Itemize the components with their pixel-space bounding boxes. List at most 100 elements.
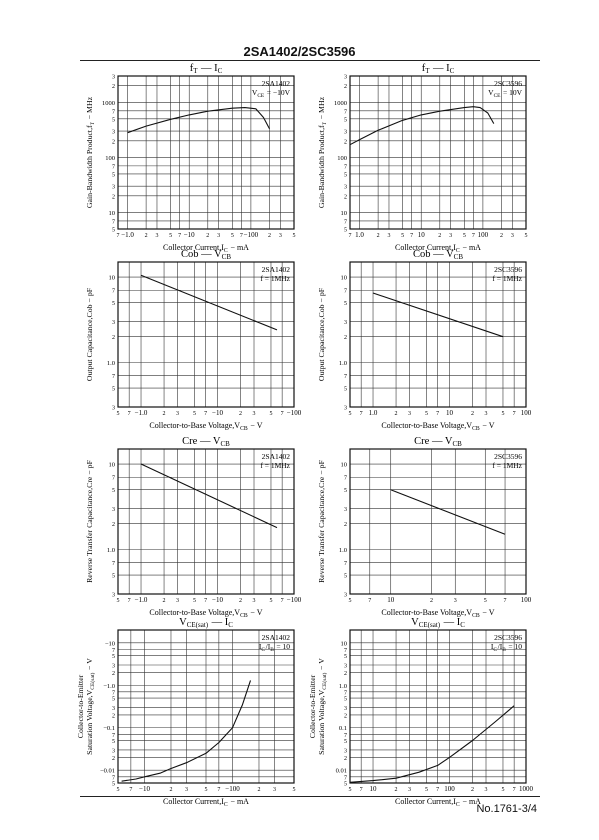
y-minor-tick-label: 5 [344, 739, 347, 745]
x-minor-tick-label: 5 [349, 787, 352, 793]
x-minor-tick-label: 5 [205, 787, 208, 793]
x-minor-tick-label: 2 [438, 233, 441, 239]
x-minor-tick-label: 2 [430, 598, 433, 604]
x-minor-tick-label: 3 [253, 598, 256, 604]
x-axis-label: Collector-to-Base Voltage,VCB − V [149, 421, 262, 432]
y-minor-tick-label: 3 [344, 75, 347, 81]
y-axis-label: Saturation Voltage,VCE(sat) − V [85, 658, 96, 755]
x-minor-tick-label: 5 [293, 233, 296, 239]
y-minor-tick-label: 2 [344, 671, 347, 677]
x-minor-tick-label: 7 [240, 233, 243, 239]
y-minor-tick-label: 2 [344, 335, 347, 341]
grid [118, 262, 294, 407]
x-minor-tick-label: 2 [500, 233, 503, 239]
x-tick-label: −100 [287, 409, 302, 417]
y-minor-tick-label: 2 [344, 84, 347, 90]
y-tick-label: 1.0 [107, 547, 115, 554]
y-minor-tick-label: 5 [344, 387, 347, 393]
plot-frame [349, 261, 527, 408]
x-minor-tick-label: 7 [281, 411, 284, 417]
x-minor-tick-label: 2 [257, 787, 260, 793]
chart-title: Cob — VCB [181, 249, 231, 261]
x-tick-label: 100 [444, 785, 455, 793]
x-minor-tick-label: 7 [204, 411, 207, 417]
y-minor-tick-label: 2 [112, 335, 115, 341]
y-minor-tick-label: 5 [112, 387, 115, 393]
legend-entry: 2SA1402 [262, 265, 291, 274]
x-tick-label: 10 [418, 231, 426, 239]
y-minor-tick-label: 7 [344, 690, 347, 696]
x-minor-tick-label: 2 [268, 233, 271, 239]
y-axis-label: Collector-to-Emitter [308, 674, 317, 738]
y-minor-tick-label: 2 [112, 84, 115, 90]
x-tick-label: 100 [521, 409, 532, 417]
x-minor-tick-label: 2 [471, 411, 474, 417]
x-tick-label: −100 [225, 785, 240, 793]
x-minor-tick-label: 5 [269, 411, 272, 417]
y-minor-tick-label: 7 [344, 775, 347, 781]
y-tick-label: 0.1 [339, 725, 347, 732]
chart-title: Cob — VCB [413, 249, 463, 261]
y-minor-tick-label: 3 [112, 593, 115, 599]
x-minor-tick-label: 2 [239, 411, 242, 417]
y-tick-label: 10 [341, 462, 348, 469]
x-tick-label: −100 [287, 596, 302, 604]
y-minor-tick-label: 3 [112, 185, 115, 191]
y-minor-tick-label: 7 [112, 775, 115, 781]
x-tick-label: 1.0 [355, 231, 364, 239]
x-minor-tick-label: 5 [269, 598, 272, 604]
chart-title: Cre — VCB [182, 436, 230, 448]
x-minor-tick-label: 7 [360, 787, 363, 793]
x-minor-tick-label: 2 [163, 598, 166, 604]
x-minor-tick-label: 5 [525, 233, 528, 239]
y-minor-tick-label: 5 [112, 228, 115, 234]
y-minor-tick-label: 3 [112, 130, 115, 136]
y-tick-label: 10 [341, 275, 348, 282]
y-minor-tick-label: 7 [112, 733, 115, 739]
y-tick-label: 100 [337, 155, 347, 162]
y-minor-tick-label: 3 [344, 663, 347, 669]
x-tick-label: 1.0 [369, 409, 378, 417]
y-tick-label: −0.1 [103, 725, 115, 732]
x-tick-label: −100 [244, 231, 259, 239]
y-minor-tick-label: 5 [112, 739, 115, 745]
y-minor-tick-label: 5 [112, 574, 115, 580]
chart-panel-2: 7 2 3 5 7 2 3 5 7 2 3 51.0 10 10057235723572310100100… [317, 63, 528, 254]
page-number: No.1761-3/4 [476, 803, 537, 815]
x-minor-tick-label: 5 [501, 787, 504, 793]
x-minor-tick-label: 5 [401, 233, 404, 239]
y-minor-tick-label: 3 [344, 130, 347, 136]
x-minor-tick-label: 7 [504, 598, 507, 604]
y-minor-tick-label: 3 [112, 706, 115, 712]
x-minor-tick-label: 7 [129, 787, 132, 793]
x-tick-label: 10 [446, 409, 454, 417]
y-tick-label: 1.0 [339, 683, 347, 690]
y-tick-label: −1.0 [103, 683, 115, 690]
x-minor-tick-label: 7 [128, 411, 131, 417]
y-tick-label: 10 [109, 210, 116, 217]
plot-frame [117, 75, 295, 230]
y-minor-tick-label: 5 [344, 782, 347, 788]
y-axis-label: Output Capacitance,Cob − pF [317, 287, 326, 381]
x-tick-label: −10 [139, 785, 150, 793]
y-tick-label: 1000 [334, 100, 347, 107]
x-minor-tick-label: 3 [485, 787, 488, 793]
x-tick-label: −10 [212, 409, 223, 417]
x-minor-tick-label: 2 [163, 411, 166, 417]
x-minor-tick-label: 5 [425, 411, 428, 417]
y-minor-tick-label: 5 [344, 117, 347, 123]
x-axis-label: Collector-to-Base Voltage,VCB − V [381, 421, 494, 432]
y-minor-tick-label: 2 [112, 139, 115, 145]
y-minor-tick-label: 5 [112, 301, 115, 307]
y-minor-tick-label: 7 [344, 374, 347, 380]
series-line [127, 107, 270, 134]
x-minor-tick-label: 7 [436, 787, 439, 793]
y-minor-tick-label: 3 [344, 706, 347, 712]
y-minor-tick-label: 2 [344, 713, 347, 719]
plot-frame [117, 261, 295, 408]
x-minor-tick-label: 3 [449, 233, 452, 239]
x-tick-label: 100 [521, 596, 532, 604]
